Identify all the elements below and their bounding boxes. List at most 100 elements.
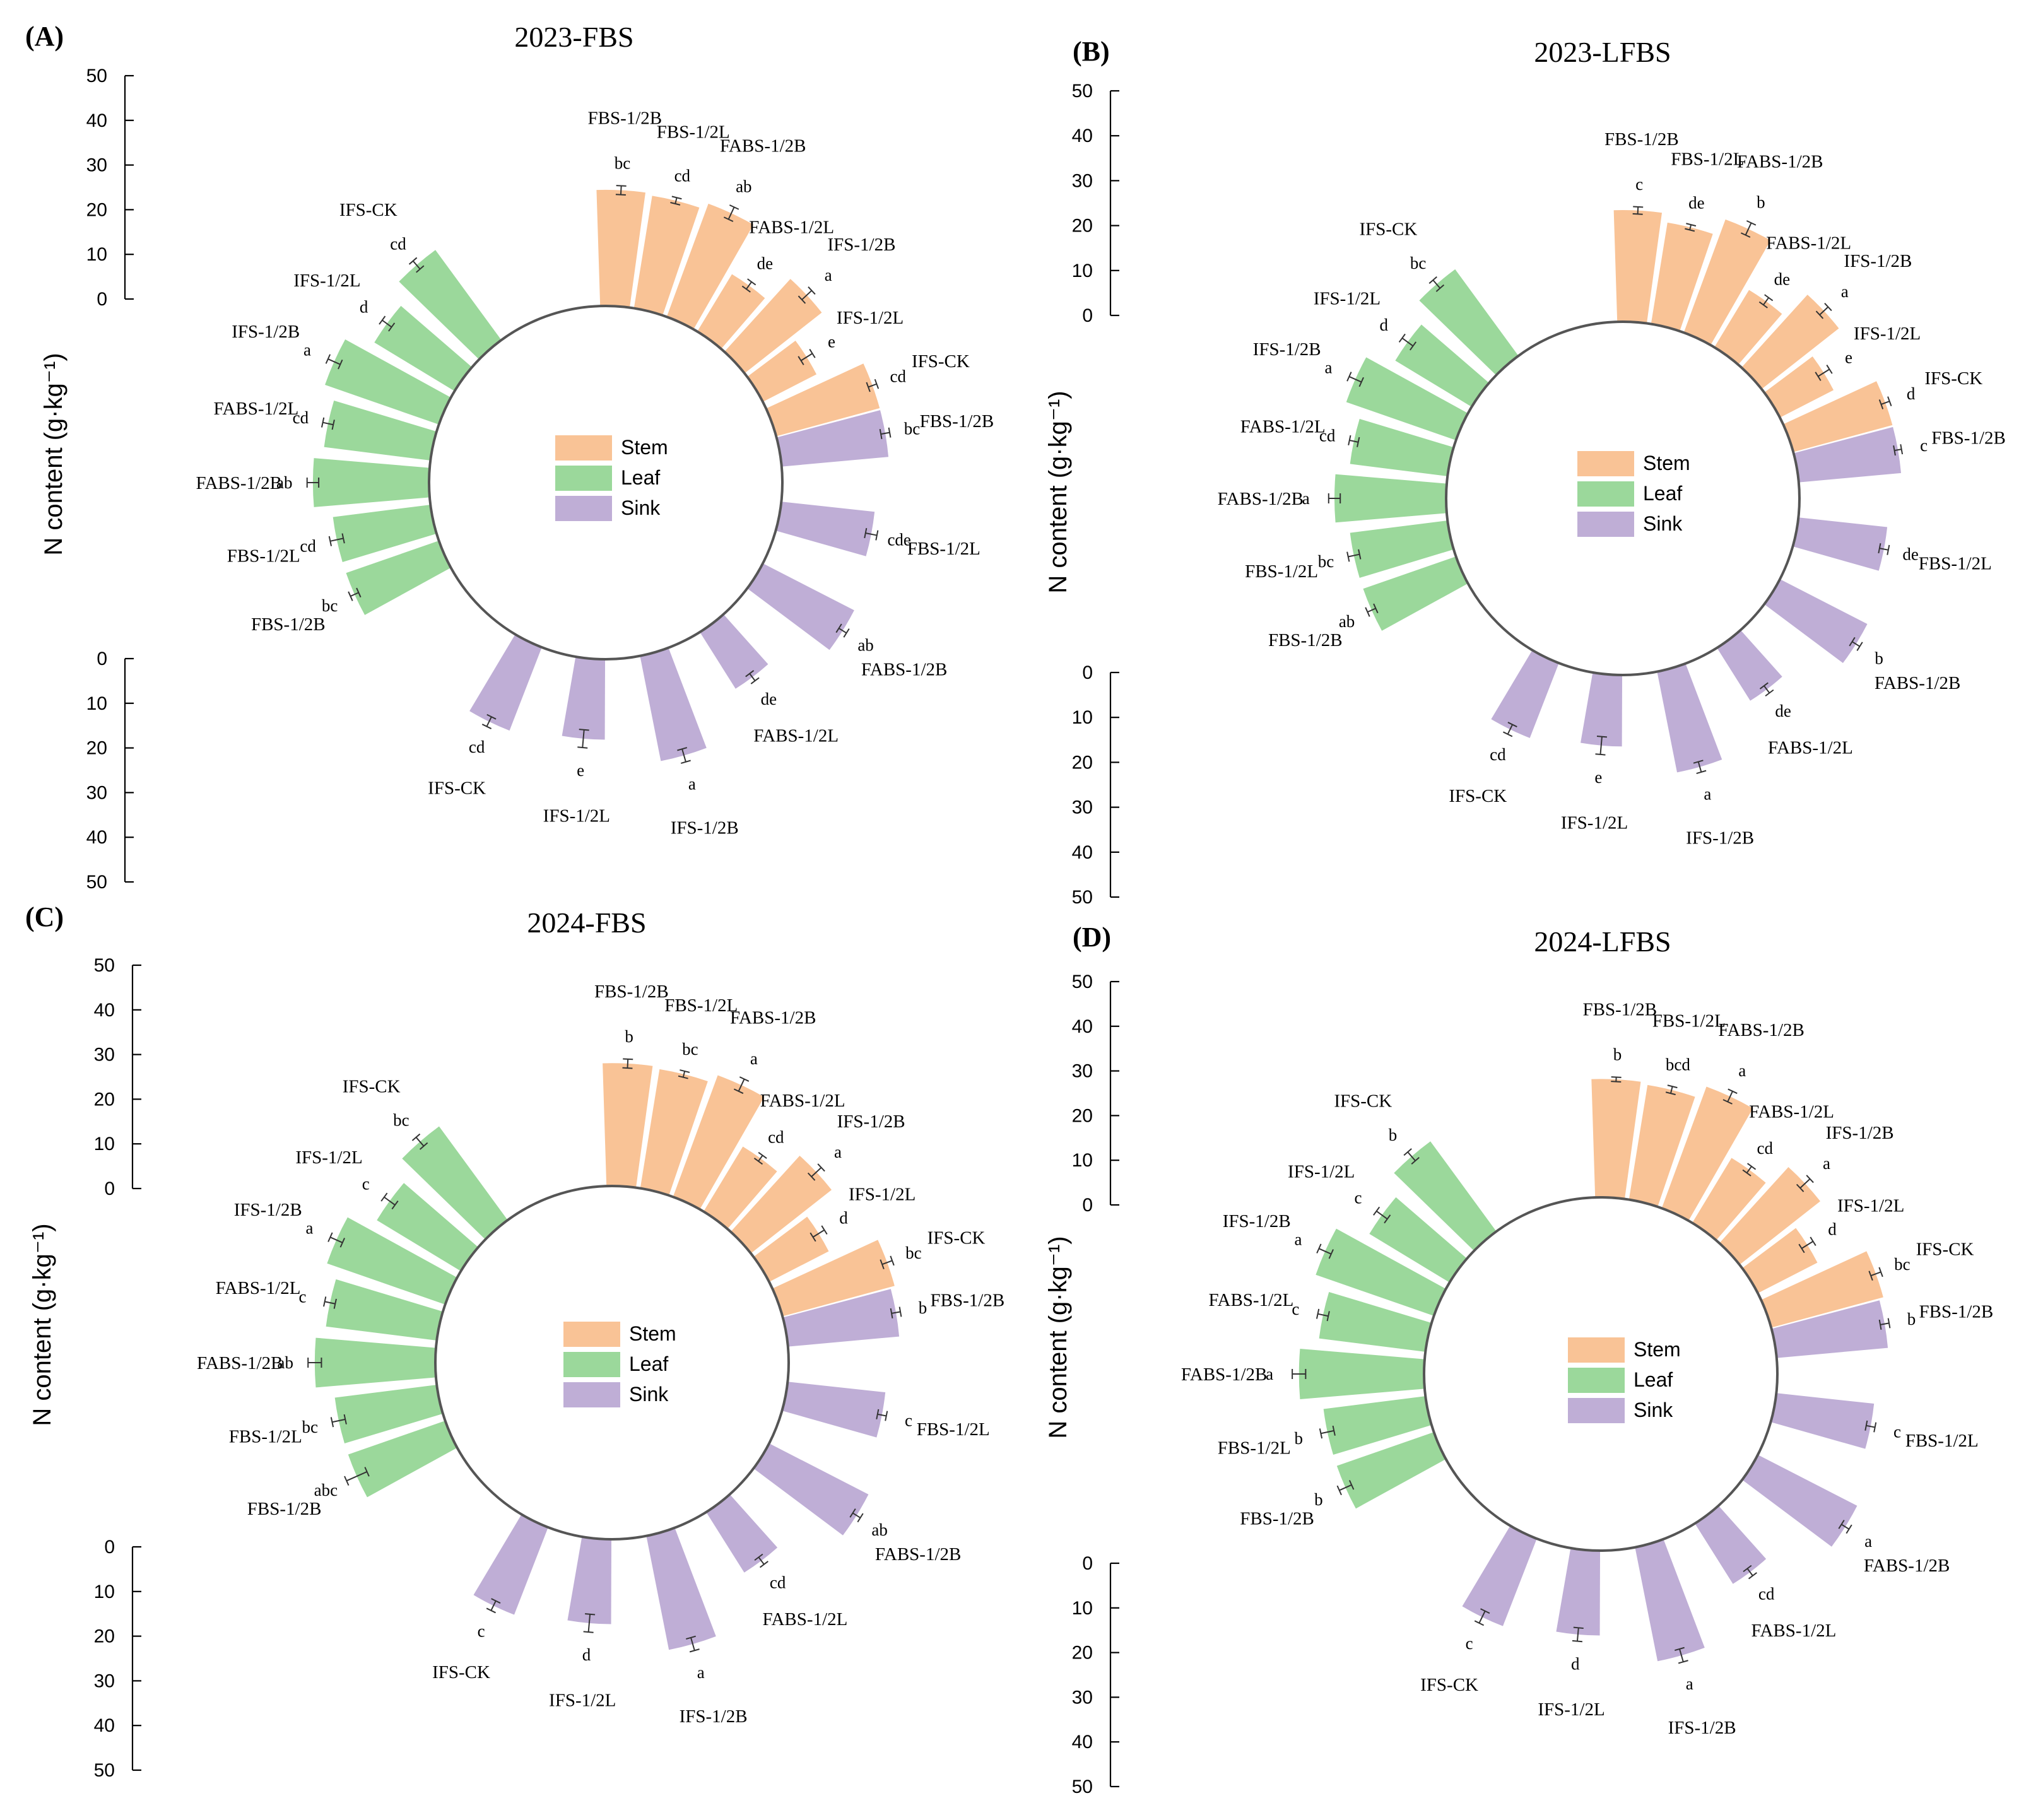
category-label: FBS-1/2L xyxy=(664,995,738,1016)
bar-leaf-ifs-1-2l xyxy=(1395,324,1493,410)
bar-sink-ifs-1-2l xyxy=(567,1532,612,1624)
error-bar xyxy=(1669,1086,1673,1094)
upper-axis-tick-label: 40 xyxy=(94,1000,115,1021)
category-label: IFS-1/2L xyxy=(295,1148,362,1168)
panel-d: (D) 2024-LFBS N content (g·kg⁻¹) 0 10 20 30 40 5… xyxy=(1044,922,1993,1797)
error-bar xyxy=(1894,449,1902,452)
error-cap xyxy=(1826,365,1833,374)
error-bar xyxy=(1348,376,1362,383)
error-cap xyxy=(898,1306,902,1317)
category-label: FBS-1/2B xyxy=(1604,129,1679,150)
category-label: FBS-1/2L xyxy=(229,1427,302,1447)
lower-axis-tick-label: 10 xyxy=(1072,707,1093,728)
error-cap xyxy=(1746,220,1757,226)
error-cap xyxy=(1365,607,1370,617)
error-cap xyxy=(1428,276,1437,285)
significance-letter: a xyxy=(834,1142,842,1161)
error-cap xyxy=(419,1142,428,1150)
error-cap xyxy=(1373,603,1379,614)
error-cap xyxy=(1878,543,1881,554)
error-cap xyxy=(1326,1311,1330,1322)
significance-letter: b xyxy=(919,1298,927,1317)
significance-letter: a xyxy=(1266,1365,1273,1383)
error-bar xyxy=(1407,1151,1416,1161)
upper-axis-tick-label: 0 xyxy=(97,289,107,310)
significance-letter: d xyxy=(1379,315,1388,334)
bar-stem-ifs-1-2l xyxy=(1738,1228,1818,1296)
error-cap xyxy=(1728,1088,1738,1095)
error-cap xyxy=(875,530,879,541)
lower-axis-tick-label: 10 xyxy=(86,693,107,714)
bar-leaf-ifs-1-2l xyxy=(374,305,476,394)
bar-leaf-fbs-1-2l xyxy=(1323,1395,1437,1455)
upper-axis-tick-label: 20 xyxy=(86,199,107,220)
category-label: FBS-1/2L xyxy=(1919,553,1992,573)
bar-leaf-ifs-1-2b xyxy=(1346,357,1473,442)
legend-swatch-stem xyxy=(563,1322,620,1347)
significance-letter: d xyxy=(1828,1220,1837,1239)
error-bar xyxy=(332,1418,346,1423)
panel-letter: (A) xyxy=(25,21,64,52)
bar-sink-ifs-ck xyxy=(473,1510,550,1615)
significance-letter: c xyxy=(478,1621,485,1640)
error-bar xyxy=(1697,761,1702,773)
bar-stem-ifs-1-2b xyxy=(1738,295,1839,392)
error-bar xyxy=(674,197,678,204)
error-bar xyxy=(582,729,585,748)
panel-b: (B) 2023-LFBS N content (g·kg⁻¹) 0 10 20 30 40 5… xyxy=(1044,36,2006,908)
bar-sink-fabs-1-2b xyxy=(749,1441,869,1535)
significance-letter: e xyxy=(828,332,835,351)
bar-leaf-ifs-ck xyxy=(1419,269,1522,379)
bar-sink-fabs-1-2b xyxy=(1760,577,1868,664)
category-label: IFS-CK xyxy=(1334,1091,1392,1112)
error-cap xyxy=(888,427,892,438)
bar-sink-fbs-1-2l xyxy=(777,1381,886,1438)
error-bar xyxy=(839,628,847,634)
error-cap xyxy=(1815,310,1824,319)
error-cap xyxy=(864,527,868,539)
significance-letter: b xyxy=(1875,649,1883,668)
category-label: IFS-CK xyxy=(432,1662,490,1682)
significance-letter: b xyxy=(1294,1429,1303,1448)
bar-sink-fbs-1-2b xyxy=(777,1289,900,1347)
error-bar xyxy=(1317,1313,1329,1317)
error-bar xyxy=(749,673,756,681)
error-cap xyxy=(1316,1243,1322,1253)
significance-letter: cde xyxy=(887,530,910,549)
error-cap xyxy=(1319,1428,1323,1439)
legend-swatch-stem xyxy=(1568,1337,1625,1363)
error-cap xyxy=(364,1467,370,1477)
legend-label-stem: Stem xyxy=(629,1322,676,1345)
bar-stem-fbs-1-2b xyxy=(596,189,645,313)
significance-letter: b xyxy=(1907,1310,1916,1329)
legend-label-leaf: Leaf xyxy=(629,1353,668,1375)
bar-leaf-ifs-1-2l xyxy=(377,1183,483,1274)
significance-letter: c xyxy=(1920,436,1928,455)
category-label: FABS-1/2B xyxy=(1875,673,1960,693)
bar-sink-ifs-1-2l xyxy=(1581,667,1623,747)
error-cap xyxy=(1435,284,1445,292)
category-label: FBS-1/2B xyxy=(247,1499,322,1519)
significance-letter: a xyxy=(1295,1230,1302,1249)
bar-leaf-ifs-1-2b xyxy=(327,1217,462,1306)
error-cap xyxy=(1693,760,1704,764)
upper-axis-tick-label: 10 xyxy=(86,244,107,265)
error-cap xyxy=(1796,1183,1805,1192)
error-cap xyxy=(876,1409,880,1419)
significance-letter: a xyxy=(1324,358,1332,377)
significance-letter: a xyxy=(1841,282,1849,301)
bar-stem-ifs-ck xyxy=(1756,1251,1883,1329)
category-label: FABS-1/2L xyxy=(216,1278,301,1298)
error-cap xyxy=(680,760,691,764)
upper-axis-tick-label: 30 xyxy=(1072,1061,1093,1082)
lower-axis-tick-label: 10 xyxy=(94,1582,115,1602)
category-label: FBS-1/2L xyxy=(1671,149,1744,169)
lower-axis-tick-label: 50 xyxy=(1072,887,1093,908)
category-label: FBS-1/2B xyxy=(1582,1000,1657,1020)
bar-sink-ifs-ck xyxy=(1462,1521,1539,1626)
bar-leaf-fbs-1-2l xyxy=(333,504,442,562)
error-bar xyxy=(1763,685,1770,694)
significance-letter: de xyxy=(1902,545,1919,564)
error-bar xyxy=(1763,297,1769,305)
bar-leaf-fabs-1-2b xyxy=(314,1337,441,1388)
